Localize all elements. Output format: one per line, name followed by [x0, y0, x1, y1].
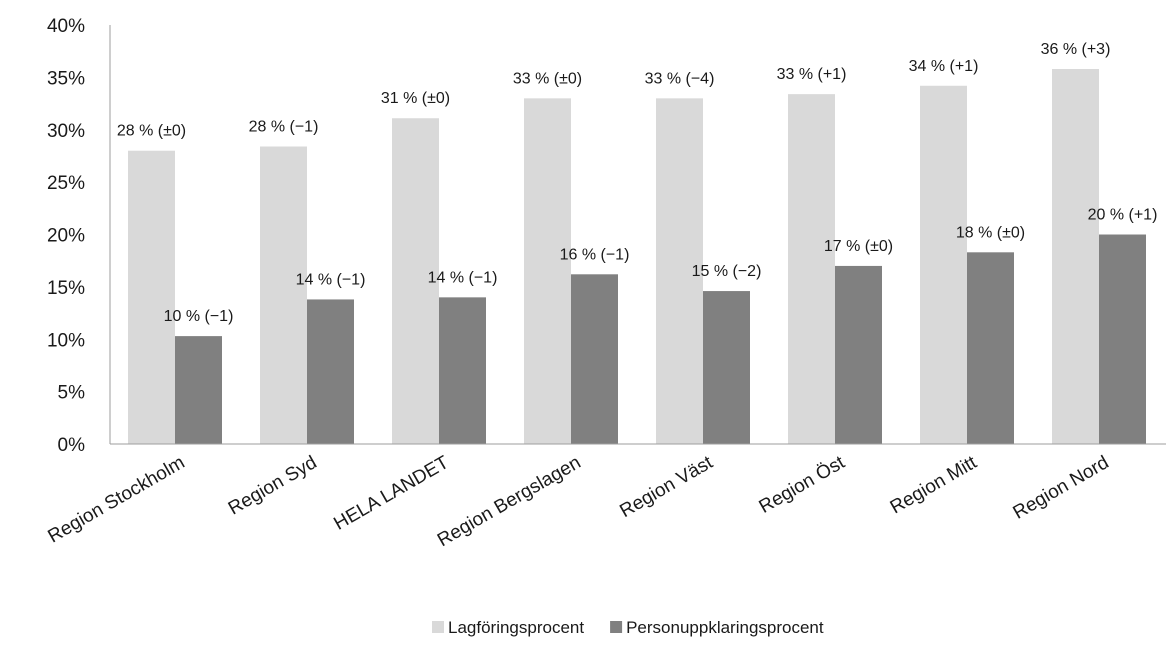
legend: Lagföringsprocent Personuppklaringsprocen…	[432, 618, 824, 637]
x-category-label: Region Öst	[756, 452, 849, 518]
bar-lagforing	[524, 98, 571, 444]
y-tick-label: 35%	[47, 68, 85, 89]
bar-lagforing	[128, 150, 175, 444]
legend-swatch	[432, 621, 444, 633]
x-category-label: Region Bergslagen	[434, 452, 584, 551]
data-label: 17 % (±0)	[824, 238, 893, 255]
bar-lagforing	[1052, 68, 1099, 445]
bar-lagforing	[920, 85, 967, 444]
data-label: 33 % (+1)	[777, 66, 847, 83]
legend-label: Personuppklaringsprocent	[626, 618, 824, 637]
bar-personuppklaring	[703, 291, 750, 444]
legend-label: Lagföringsprocent	[448, 618, 584, 637]
y-tick-label: 25%	[47, 173, 85, 194]
x-axis-categories: Region Stockholm Region Syd HELA LANDETReg…	[44, 452, 1112, 551]
axes	[109, 25, 1166, 445]
data-label: 36 % (+3)	[1041, 41, 1111, 58]
data-labels: 28 % (±0) 28 % (−1) 31 % (±0) 33 % (±0) 33 %…	[117, 41, 1158, 325]
data-label: 16 % (−1)	[560, 246, 630, 263]
y-tick-label: 5%	[58, 383, 86, 404]
x-category-label: HELA LANDET	[330, 452, 452, 535]
y-axis-ticks: 0% 5% 10% 15% 20% 25% 30% 35% 40%	[47, 16, 85, 456]
bar-lagforing	[656, 98, 703, 444]
data-label: 15 % (−2)	[692, 263, 762, 280]
y-tick-label: 0%	[58, 435, 86, 456]
bar-personuppklaring	[439, 297, 486, 444]
legend-swatch	[610, 621, 623, 633]
data-label: 10 % (−1)	[164, 308, 234, 325]
x-category-label: Region Väst	[616, 452, 717, 522]
data-label: 20 % (+1)	[1088, 207, 1158, 224]
bar-lagforing	[260, 146, 307, 444]
bars	[128, 68, 1146, 445]
x-category-label: Region Mitt	[887, 452, 981, 519]
y-tick-label: 20%	[47, 226, 85, 247]
bar-personuppklaring	[571, 274, 618, 444]
bar-personuppklaring	[307, 299, 354, 444]
bar-personuppklaring	[175, 336, 222, 444]
x-category-label: Region Nord	[1010, 452, 1113, 524]
bar-lagforing	[788, 94, 835, 444]
x-category-label: Region Syd	[225, 452, 321, 519]
data-label: 33 % (±0)	[513, 70, 582, 87]
bar-lagforing	[392, 118, 439, 444]
y-tick-label: 10%	[47, 330, 85, 351]
data-label: 14 % (−1)	[296, 271, 366, 288]
bar-personuppklaring	[1099, 234, 1146, 444]
x-category-label: Region Stockholm	[44, 452, 188, 547]
data-label: 31 % (±0)	[381, 90, 450, 107]
y-tick-label: 15%	[47, 278, 85, 299]
y-tick-label: 40%	[47, 16, 85, 37]
data-label: 28 % (±0)	[117, 123, 186, 140]
bar-personuppklaring	[967, 252, 1014, 444]
data-label: 14 % (−1)	[428, 269, 498, 286]
data-label: 33 % (−4)	[645, 70, 715, 87]
data-label: 28 % (−1)	[249, 119, 319, 136]
data-label: 34 % (+1)	[909, 58, 979, 75]
bar-personuppklaring	[835, 265, 882, 444]
data-label: 18 % (±0)	[956, 224, 1025, 241]
y-tick-label: 30%	[47, 121, 85, 142]
